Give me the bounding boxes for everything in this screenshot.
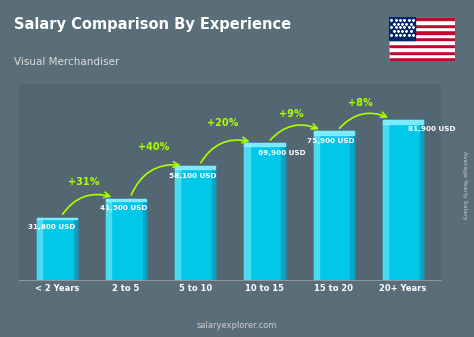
- Bar: [383, 120, 423, 124]
- Bar: [74, 218, 77, 280]
- Text: 58,100 USD: 58,100 USD: [169, 173, 217, 179]
- Bar: [389, 17, 415, 40]
- Text: +40%: +40%: [137, 143, 169, 152]
- Text: salaryexplorer.com: salaryexplorer.com: [197, 321, 277, 330]
- Bar: [245, 143, 250, 280]
- Bar: [175, 166, 181, 280]
- Bar: [314, 131, 354, 280]
- Bar: [389, 37, 455, 40]
- Bar: [389, 54, 455, 57]
- Text: +20%: +20%: [207, 118, 238, 128]
- Bar: [245, 143, 284, 280]
- Bar: [37, 218, 77, 280]
- Bar: [106, 198, 111, 280]
- Bar: [281, 143, 284, 280]
- Bar: [389, 51, 455, 54]
- Bar: [389, 17, 455, 20]
- Bar: [143, 198, 146, 280]
- Text: 41,500 USD: 41,500 USD: [100, 206, 147, 211]
- Bar: [350, 131, 354, 280]
- Text: 75,900 USD: 75,900 USD: [307, 138, 355, 144]
- Bar: [106, 198, 146, 280]
- Bar: [175, 166, 215, 169]
- Bar: [419, 120, 423, 280]
- Bar: [389, 27, 455, 30]
- Bar: [389, 34, 455, 37]
- Bar: [389, 44, 455, 47]
- Text: Visual Merchandiser: Visual Merchandiser: [14, 57, 119, 67]
- Text: Salary Comparison By Experience: Salary Comparison By Experience: [14, 17, 292, 32]
- Bar: [212, 166, 215, 280]
- Bar: [383, 120, 388, 280]
- Text: 31,800 USD: 31,800 USD: [28, 224, 75, 231]
- Bar: [389, 20, 455, 24]
- Bar: [389, 47, 455, 51]
- Bar: [389, 57, 455, 61]
- Bar: [37, 218, 42, 280]
- Text: +9%: +9%: [279, 109, 304, 119]
- Bar: [389, 24, 455, 27]
- Bar: [389, 30, 455, 34]
- Text: +31%: +31%: [68, 177, 100, 187]
- Text: Average Yearly Salary: Average Yearly Salary: [462, 151, 467, 220]
- Bar: [314, 131, 319, 280]
- Bar: [106, 198, 146, 201]
- Bar: [383, 120, 423, 280]
- Text: 81,900 USD: 81,900 USD: [408, 126, 456, 132]
- Bar: [314, 131, 354, 135]
- Bar: [175, 166, 215, 280]
- Bar: [245, 143, 284, 147]
- Text: +8%: +8%: [348, 98, 373, 108]
- Bar: [37, 218, 77, 219]
- Text: 69,900 USD: 69,900 USD: [257, 150, 305, 156]
- Bar: [389, 40, 455, 44]
